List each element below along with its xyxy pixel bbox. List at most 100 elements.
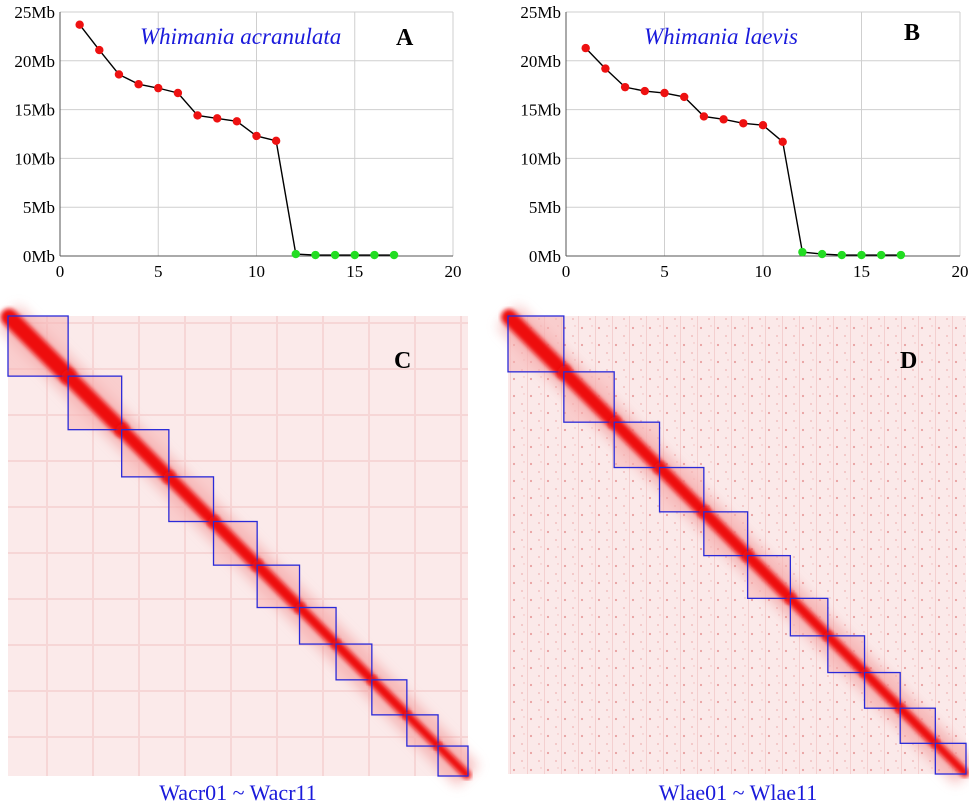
panel-b-y-tick-label: 20Mb [520, 52, 561, 71]
panel-b-series [581, 43, 906, 260]
panel-a-chromosome-point [134, 80, 143, 89]
panel-c-heatmap: C Wacr01 ~ Wacr11 [0, 305, 479, 804]
panel-b-chromosome-point [758, 121, 768, 130]
panel-a-y-tick-label: 10Mb [14, 149, 55, 168]
panel-d-chromosome-block [654, 462, 710, 518]
panel-c-block-signal [0, 308, 76, 384]
panel-a-chromosome-point [173, 88, 183, 98]
panel-b-chromosome-point [719, 115, 728, 124]
panel-c-blocks [0, 305, 479, 787]
panel-a-y-tick-label: 0Mb [23, 247, 55, 266]
panel-c-block-signal [434, 742, 472, 780]
panel-c-block-outline [121, 429, 170, 478]
panel-a-chromosome-point [232, 117, 242, 126]
panel-a-scaffold-point [330, 250, 340, 260]
panel-d-block-signal [742, 550, 796, 604]
panel-c-block-outline [335, 643, 373, 681]
panel-d-letter: D [900, 348, 917, 374]
panel-d-block-signal [823, 631, 869, 677]
panel-b-y-tick-label: 15Mb [520, 101, 561, 120]
panel-a-x-tick-label: 10 [248, 262, 265, 281]
panel-d-block-signal [654, 462, 710, 518]
panel-c-block-outline [212, 520, 258, 566]
panel-c-chromosome-block [0, 308, 76, 384]
panel-c-chromosome-block [163, 471, 219, 527]
panel-b-y-tick-label: 0Mb [529, 247, 561, 266]
panel-a-x-tick-label: 5 [154, 262, 163, 281]
panel-d-block-outline [746, 554, 792, 600]
panel-c-letter: C [394, 348, 411, 374]
panel-c-chromosome-block [403, 711, 442, 750]
panel-b-y-tick-label: 5Mb [529, 198, 561, 217]
panel-a-x-tick-label: 20 [445, 262, 462, 281]
panel-c-block-outline [168, 476, 215, 523]
panel-d-chromosome-block [896, 704, 940, 748]
panel-a-x-tick-label: 15 [346, 262, 363, 281]
panel-a-scaffold-point [311, 250, 320, 260]
panel-b-x-ticks: 0 5 10 15 20 [562, 262, 969, 281]
panel-d-chromosome-block [823, 631, 869, 677]
panel-d-block-signal [786, 594, 833, 641]
panel-d-blocks [497, 305, 969, 785]
panel-b-scaffold-point [817, 249, 827, 259]
panel-d-block-outline [658, 466, 705, 513]
panel-c-block-signal [116, 424, 175, 483]
panel-c-block-outline [437, 745, 469, 777]
panel-d-chromosome-block [932, 740, 969, 778]
panel-a-axes [59, 12, 453, 257]
panel-b-grid [566, 11, 961, 256]
panel-b-species-title: Whimania laevis [644, 24, 798, 49]
panel-b-chromosome-point [601, 64, 610, 73]
panel-a-grid [60, 11, 454, 256]
panel-b-chromosome-point [640, 86, 649, 96]
panel-b-series-line [585, 47, 901, 256]
panel-a-chromosome-point [193, 111, 202, 120]
panel-b-scaffold-point [896, 250, 906, 260]
panel-c-chromosome-block [434, 742, 472, 780]
panel-d-block-outline [613, 421, 661, 469]
panel-d-chromosome-block [698, 506, 753, 561]
panel-d-chromosome-block [608, 416, 665, 473]
panel-d-chromosome-block [501, 309, 571, 379]
panel-d-range-label: Wlae01 ~ Wlae11 [659, 780, 818, 804]
panel-c-block-signal [208, 516, 263, 571]
panel-d-block-signal [932, 740, 969, 778]
panel-a-series [75, 20, 399, 260]
panel-b-y-ticks: 0Mb 5Mb 10Mb 15Mb 20Mb 25Mb [520, 3, 561, 266]
panel-a-chromosome-point [95, 45, 104, 55]
panel-a-y-tick-label: 25Mb [14, 3, 55, 22]
panel-c-chromosome-block [252, 560, 305, 613]
panel-d-block-signal [557, 365, 621, 429]
panel-a-scaffold-point [350, 250, 359, 260]
panel-b-x-tick-label: 15 [853, 262, 870, 281]
panel-b-scaffold-point [798, 247, 807, 257]
panel-b-y-tick-label: 25Mb [520, 3, 561, 22]
panel-a-species-title: Whimania acranulata [140, 24, 341, 49]
panel-b-chart: 0 5 10 15 20 0Mb 5Mb 10Mb 15Mb 20Mb 25Mb Whimania… [520, 3, 968, 281]
panel-d-chromosome-block [786, 594, 833, 641]
panel-c-block-signal [61, 369, 129, 437]
panel-a-x-ticks: 0 5 10 15 20 [56, 262, 462, 281]
panel-a-chromosome-point [154, 83, 163, 93]
panel-a-chromosome-point [213, 114, 222, 123]
panel-c-chromosome-block [295, 603, 341, 649]
panel-d-block-outline [789, 597, 829, 637]
panel-a-x-tick-label: 0 [56, 262, 65, 281]
panel-a-series-line [79, 24, 395, 256]
panel-d-block-signal [896, 704, 940, 748]
panel-c-block-outline [298, 606, 337, 645]
panel-b-scaffold-point [857, 250, 866, 260]
panel-b-axes [565, 12, 960, 257]
panel-c-block-signal [252, 560, 305, 613]
panel-d-block-signal [501, 309, 571, 379]
panel-c-block-outline [256, 564, 301, 609]
panel-a-y-tick-label: 15Mb [14, 101, 55, 120]
panel-c-chromosome-block [208, 516, 263, 571]
panel-b-chromosome-point [660, 88, 669, 98]
panel-c-chromosome-block [61, 369, 129, 437]
panel-c-range-label: Wacr01 ~ Wacr11 [159, 780, 316, 804]
panel-c-block-signal [332, 640, 376, 684]
panel-a-scaffold-point [370, 250, 379, 260]
panel-c-block-outline [371, 679, 408, 716]
panel-d-chromosome-block [742, 550, 796, 604]
